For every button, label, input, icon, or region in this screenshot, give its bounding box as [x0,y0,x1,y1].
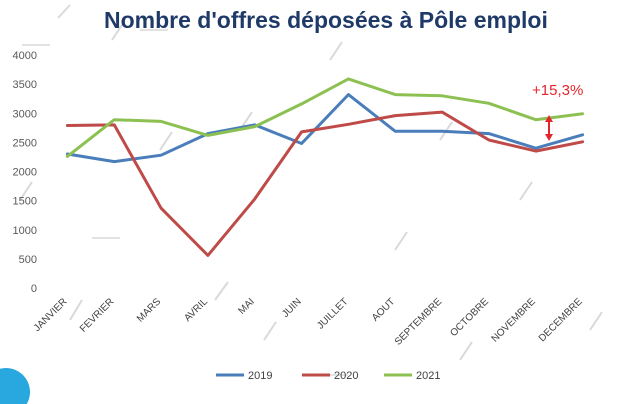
x-tick-label: AOUT [370,296,397,323]
x-tick-label: JUIN [280,296,304,320]
y-tick-label: 3000 [13,108,37,120]
y-tick-label: 1500 [13,196,37,208]
decoration-stroke [159,131,173,151]
decoration-stroke [214,281,229,301]
x-tick-label: FEVRIER [78,296,116,334]
y-axis: 0 500 1000 1500 2000 2500 3000 3500 4000 [13,50,37,295]
y-tick-label: 1000 [13,225,37,237]
corner-logo-circle [0,368,30,404]
annotation: +15,3% [532,82,583,141]
y-tick-label: 500 [19,254,37,266]
x-tick-label: MARS [135,296,163,324]
x-axis: JANVIER FEVRIER MARS AVRIL MAI JUIN JUILLET AOU… [32,296,585,348]
x-tick-label: DECEMBRE [537,296,585,344]
y-tick-label: 3500 [13,79,37,91]
series-line-2021 [65,77,585,158]
y-tick-label: 2000 [13,167,37,179]
x-tick-label: MAI [237,296,257,316]
legend-label-2021: 2021 [416,370,440,382]
annotation-arrow-down-icon [545,134,553,141]
series-line-2019 [65,93,585,164]
decoration-stroke [111,21,125,41]
decoration-stroke [394,231,408,251]
decoration-stroke [57,4,71,19]
legend-label-2019: 2019 [248,370,272,382]
decoration-stroke [329,41,343,61]
series-line-2020 [65,110,585,257]
decoration-stroke [19,181,33,201]
annotation-label: +15,3% [532,82,583,99]
y-tick-label: 4000 [13,50,37,62]
x-tick-label: JANVIER [32,296,70,334]
plot-area [65,77,585,257]
legend-label-2020: 2020 [334,370,358,382]
annotation-arrow-up-icon [545,115,553,122]
x-tick-label: NOVEMBRE [490,296,538,344]
decoration-stroke [459,341,473,361]
decoration-stroke [263,321,277,341]
decoration-stroke [589,311,603,331]
chart-title: Nombre d'offres déposées à Pôle emploi [104,7,548,33]
legend: 2019 2020 2021 [216,370,440,382]
y-tick-label: 0 [31,283,37,295]
x-tick-label: AVRIL [182,296,210,324]
x-tick-label: OCTOBRE [448,296,491,339]
y-tick-label: 2500 [13,137,37,149]
x-tick-label: JUILLET [315,296,350,331]
decoration-stroke [69,299,83,321]
x-tick-label: SEPTEMBRE [393,296,445,348]
decoration-stroke [519,181,533,201]
